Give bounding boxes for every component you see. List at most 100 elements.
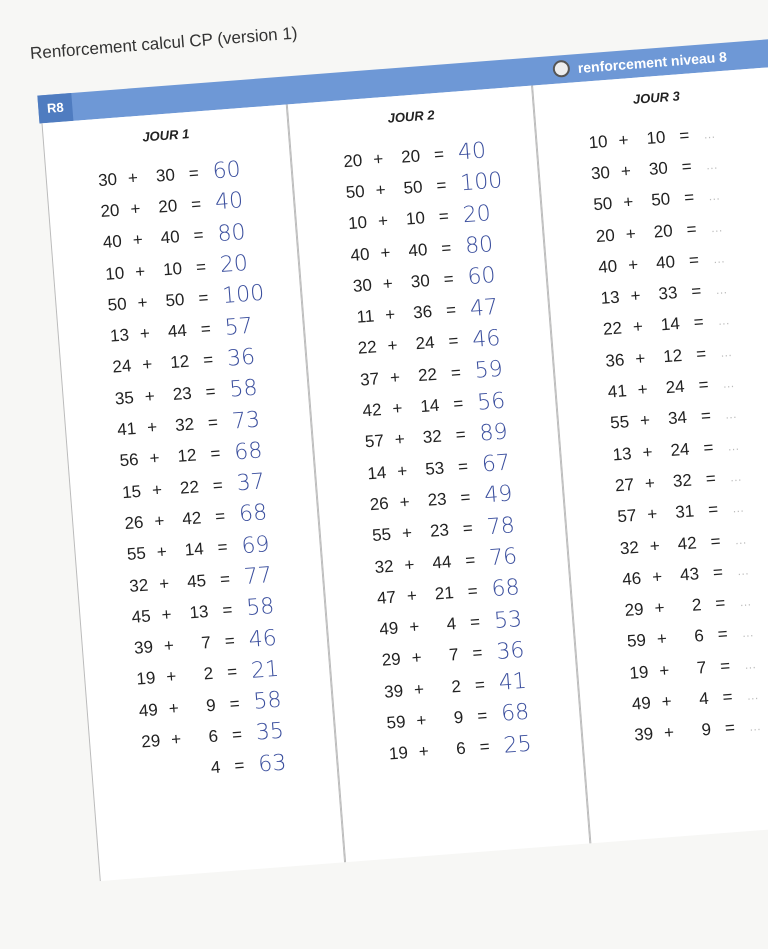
plus-sign: + bbox=[160, 604, 173, 625]
equals-sign: = bbox=[459, 487, 472, 508]
answer: 20 bbox=[461, 200, 492, 228]
answer: 56 bbox=[476, 388, 507, 416]
answer: 100 bbox=[459, 168, 504, 197]
answer[interactable]: … bbox=[731, 500, 747, 516]
answer: 40 bbox=[214, 188, 245, 216]
equals-sign: = bbox=[688, 250, 700, 270]
answer[interactable]: … bbox=[729, 469, 745, 485]
equals-sign: = bbox=[476, 705, 488, 726]
plus-sign: + bbox=[146, 417, 158, 438]
equals-sign: = bbox=[450, 362, 462, 383]
operand-2: 22 bbox=[417, 364, 438, 385]
operand-1: 19 bbox=[628, 662, 650, 683]
operand-1: 20 bbox=[342, 150, 363, 171]
operand-1: 57 bbox=[364, 431, 385, 452]
equals-sign: = bbox=[700, 406, 712, 426]
plus-sign: + bbox=[165, 667, 178, 687]
plus-sign: + bbox=[410, 648, 423, 668]
answer[interactable]: … bbox=[709, 219, 725, 235]
operand-1: 32 bbox=[373, 556, 395, 577]
plus-sign: + bbox=[634, 348, 646, 369]
operand-2: 40 bbox=[407, 239, 429, 261]
operand-2: 4 bbox=[210, 757, 222, 778]
answer[interactable]: … bbox=[714, 282, 730, 298]
operand-2: 42 bbox=[676, 532, 698, 554]
operand-2: 14 bbox=[419, 395, 441, 417]
answer[interactable]: … bbox=[717, 313, 733, 329]
plus-sign: + bbox=[627, 254, 639, 275]
answer[interactable]: … bbox=[748, 719, 764, 735]
operand-1: 41 bbox=[607, 381, 628, 402]
answer[interactable]: … bbox=[719, 344, 735, 360]
equals-sign: = bbox=[683, 187, 695, 208]
equals-sign: = bbox=[231, 724, 243, 745]
answer[interactable]: … bbox=[741, 625, 757, 641]
equals-sign: = bbox=[466, 581, 479, 601]
answer: 60 bbox=[466, 263, 497, 291]
plus-sign: + bbox=[639, 410, 651, 431]
operand-1: 19 bbox=[135, 668, 157, 690]
operand-2: 9 bbox=[700, 720, 712, 740]
answer[interactable]: … bbox=[733, 531, 750, 547]
plus-sign: + bbox=[377, 211, 389, 232]
operand-2: 24 bbox=[669, 439, 691, 460]
answer[interactable]: … bbox=[745, 687, 762, 703]
answer: 37 bbox=[235, 469, 266, 497]
equals-sign: = bbox=[233, 755, 246, 776]
answer[interactable]: … bbox=[724, 407, 740, 423]
plus-sign: + bbox=[625, 223, 637, 244]
answer: 41 bbox=[497, 668, 528, 697]
equals-sign: = bbox=[207, 412, 219, 433]
equals-sign: = bbox=[447, 331, 460, 352]
operand-2: 44 bbox=[167, 320, 188, 342]
plus-sign: + bbox=[386, 336, 399, 356]
operand-1: 59 bbox=[385, 712, 407, 733]
plus-sign: + bbox=[651, 566, 663, 587]
operand-2: 21 bbox=[434, 582, 455, 604]
plus-sign: + bbox=[379, 242, 392, 263]
answer[interactable]: … bbox=[726, 438, 742, 454]
equals-sign: = bbox=[226, 662, 238, 683]
operand-2: 32 bbox=[422, 426, 443, 448]
plus-sign: + bbox=[656, 629, 668, 649]
answer: 40 bbox=[457, 138, 487, 166]
answer[interactable]: … bbox=[702, 126, 718, 142]
answer[interactable]: … bbox=[736, 563, 752, 579]
operand-1: 15 bbox=[121, 481, 142, 502]
plus-sign: + bbox=[408, 616, 420, 637]
plus-sign: + bbox=[151, 479, 163, 500]
operand-2: 14 bbox=[660, 314, 681, 335]
operand-1 bbox=[133, 772, 163, 774]
answer[interactable]: … bbox=[738, 594, 754, 610]
equals-sign: = bbox=[216, 537, 229, 558]
answer[interactable]: … bbox=[743, 656, 759, 672]
operand-1: 37 bbox=[359, 368, 380, 390]
equals-sign: = bbox=[707, 499, 719, 520]
operand-1: 50 bbox=[106, 294, 128, 315]
plus-sign bbox=[163, 770, 195, 772]
plus-sign: + bbox=[141, 354, 154, 375]
answer: 69 bbox=[240, 531, 271, 559]
operand-2: 10 bbox=[645, 127, 667, 148]
operand-1: 27 bbox=[614, 474, 635, 496]
operand-1: 56 bbox=[119, 450, 140, 471]
equals-sign: = bbox=[717, 624, 729, 645]
answer: 89 bbox=[478, 419, 509, 447]
answer: 68 bbox=[238, 500, 269, 528]
answer[interactable]: … bbox=[721, 375, 737, 391]
plus-sign: + bbox=[646, 504, 658, 525]
operand-1: 49 bbox=[138, 699, 159, 721]
operand-2: 6 bbox=[693, 626, 705, 647]
equals-sign: = bbox=[219, 568, 231, 589]
answer[interactable]: … bbox=[707, 188, 723, 204]
equals-sign: = bbox=[188, 163, 200, 183]
answer: 78 bbox=[485, 512, 516, 541]
operand-1: 26 bbox=[369, 493, 390, 515]
equals-sign: = bbox=[695, 343, 707, 364]
equals-sign: = bbox=[435, 175, 448, 196]
answer[interactable]: … bbox=[712, 250, 728, 267]
operand-2: 7 bbox=[696, 657, 707, 678]
equals-sign: = bbox=[712, 562, 724, 582]
answer[interactable]: … bbox=[705, 157, 721, 173]
operand-2: 36 bbox=[412, 302, 433, 323]
